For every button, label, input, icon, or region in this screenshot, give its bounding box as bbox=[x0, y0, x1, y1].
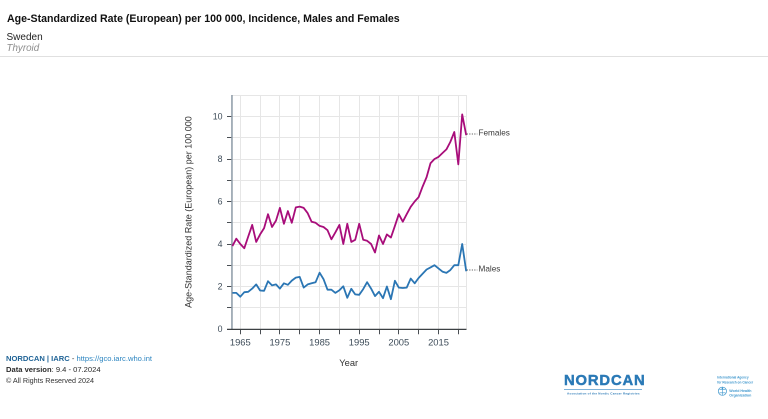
svg-text:1965: 1965 bbox=[230, 336, 251, 347]
svg-text:Year: Year bbox=[339, 358, 358, 368]
svg-text:2015: 2015 bbox=[428, 336, 449, 347]
svg-text:Organization: Organization bbox=[729, 393, 751, 397]
svg-text:World Health: World Health bbox=[729, 389, 751, 393]
svg-text:for Research on Cancer: for Research on Cancer bbox=[717, 380, 754, 384]
svg-text:Age-Standardized Rate (Europea: Age-Standardized Rate (European) per 100… bbox=[183, 116, 193, 308]
svg-text:2005: 2005 bbox=[388, 336, 409, 347]
svg-text:Males: Males bbox=[479, 265, 501, 274]
svg-text:10: 10 bbox=[213, 112, 223, 122]
svg-text:International Agency: International Agency bbox=[717, 376, 749, 380]
svg-text:Females: Females bbox=[479, 129, 510, 138]
svg-text:1975: 1975 bbox=[269, 336, 290, 347]
svg-text:0: 0 bbox=[218, 324, 223, 334]
svg-text:2: 2 bbox=[218, 282, 223, 292]
svg-text:4: 4 bbox=[218, 239, 223, 249]
svg-text:6: 6 bbox=[218, 197, 223, 207]
svg-text:1995: 1995 bbox=[349, 336, 370, 347]
svg-text:1985: 1985 bbox=[309, 336, 330, 347]
svg-text:8: 8 bbox=[218, 154, 223, 164]
